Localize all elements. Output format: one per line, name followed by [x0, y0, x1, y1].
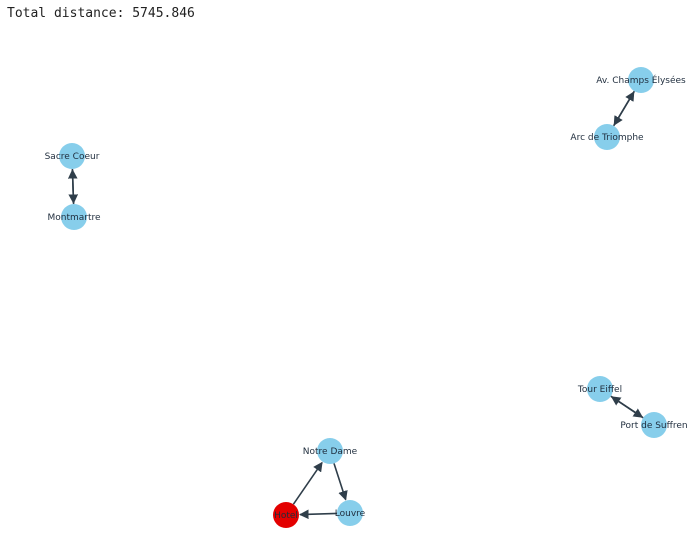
- node-circle-arc_triomphe: [594, 124, 620, 150]
- node-montmartre: Montmartre: [47, 204, 101, 230]
- nodes-layer: Sacre Coeur Montmartre Av. Champs Élysées A…: [45, 67, 688, 528]
- node-circle-av_champs: [628, 67, 654, 93]
- edge-notre_dame-to-louvre: [333, 463, 348, 501]
- node-circle-notre_dame: [317, 438, 343, 464]
- node-av_champs: Av. Champs Élysées: [596, 67, 686, 93]
- node-circle-montmartre: [61, 204, 87, 230]
- edge-louvre-to-hotel: [299, 509, 338, 520]
- node-label-sacre_coeur: Sacre Coeur: [45, 152, 100, 162]
- node-sacre_coeur: Sacre Coeur: [45, 143, 100, 169]
- node-label-port_suffren: Port de Suffren: [620, 421, 687, 431]
- edge-port_suffren-to-tour_eiffel: [610, 396, 644, 419]
- node-label-louvre: Louvre: [335, 509, 366, 519]
- node-label-montmartre: Montmartre: [47, 213, 101, 223]
- node-label-hotel: Hotel: [274, 511, 298, 521]
- node-circle-port_suffren: [641, 412, 667, 438]
- node-tour_eiffel: Tour Eiffel: [577, 376, 622, 402]
- node-label-tour_eiffel: Tour Eiffel: [577, 385, 622, 395]
- node-circle-tour_eiffel: [587, 376, 613, 402]
- total-distance-header: Total distance: 5745.846: [7, 6, 195, 21]
- node-arc_triomphe: Arc de Triomphe: [570, 124, 644, 150]
- edges-layer: [67, 90, 644, 520]
- node-notre_dame: Notre Dame: [303, 438, 358, 464]
- node-label-av_champs: Av. Champs Élysées: [596, 74, 686, 86]
- node-louvre: Louvre: [335, 500, 366, 526]
- node-circle-hotel: [273, 502, 299, 528]
- node-label-notre_dame: Notre Dame: [303, 447, 358, 457]
- edge-montmartre-to-sacre_coeur: [67, 169, 78, 205]
- node-hotel: Hotel: [273, 502, 299, 528]
- edge-arc_triomphe-to-av_champs: [612, 91, 635, 127]
- total-distance-value: 5745.846: [132, 6, 195, 21]
- node-circle-louvre: [337, 500, 363, 526]
- node-port_suffren: Port de Suffren: [620, 412, 688, 438]
- edge-hotel-to-notre_dame: [292, 461, 323, 505]
- node-label-arc_triomphe: Arc de Triomphe: [570, 133, 644, 143]
- node-circle-sacre_coeur: [59, 143, 85, 169]
- total-distance-label: Total distance:: [7, 6, 125, 21]
